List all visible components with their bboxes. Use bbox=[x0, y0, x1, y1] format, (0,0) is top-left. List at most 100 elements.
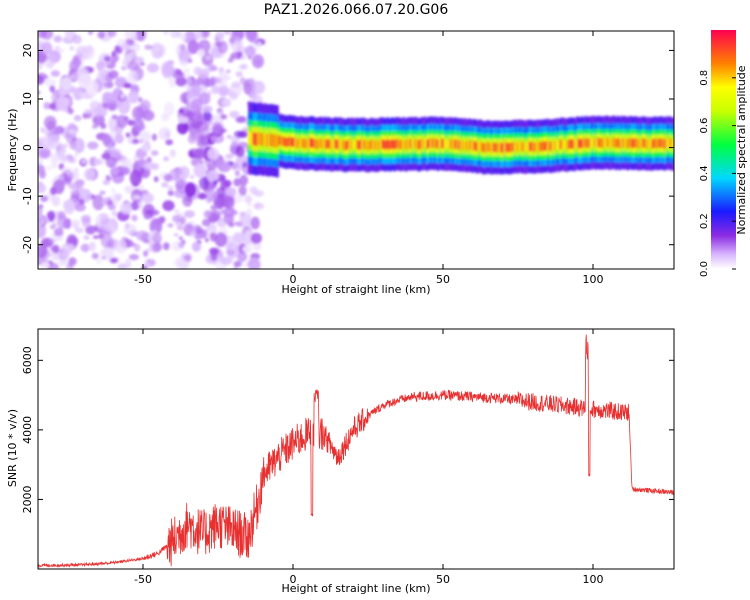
noise-blob bbox=[153, 176, 159, 183]
noise-blob bbox=[124, 185, 134, 194]
spectrogram-frame bbox=[37, 30, 675, 270]
tone-cell bbox=[627, 138, 630, 149]
noise-blob bbox=[38, 91, 41, 94]
noise-blob bbox=[218, 90, 227, 97]
noise-blob bbox=[197, 192, 208, 200]
noise-blob bbox=[176, 69, 183, 76]
tone-cell bbox=[397, 139, 400, 149]
noise-blob bbox=[163, 174, 173, 182]
noise-blob bbox=[101, 152, 111, 160]
tone-cell bbox=[356, 139, 359, 150]
noise-blob bbox=[193, 163, 207, 178]
tone-cell bbox=[399, 139, 402, 150]
noise-blob bbox=[133, 195, 142, 200]
tone-cell bbox=[444, 139, 447, 149]
noise-blob bbox=[97, 70, 103, 75]
tone-cell bbox=[518, 141, 521, 152]
noise-blob bbox=[167, 190, 174, 196]
tone-cell bbox=[451, 139, 454, 150]
tone-cell bbox=[410, 139, 413, 149]
noise-blob bbox=[53, 179, 65, 195]
tone-cell bbox=[617, 137, 620, 148]
noise-blob bbox=[229, 91, 238, 100]
noise-blob bbox=[242, 162, 248, 168]
noise-blob bbox=[99, 212, 106, 221]
tone-cell bbox=[503, 142, 506, 152]
noise-blob bbox=[178, 236, 183, 241]
tone-cell bbox=[449, 139, 452, 149]
noise-blob bbox=[220, 114, 228, 120]
noise-blob bbox=[52, 223, 57, 229]
noise-blob bbox=[167, 185, 174, 191]
colorbar-scale bbox=[711, 30, 736, 269]
tone-cell bbox=[248, 131, 251, 145]
noise-blob bbox=[172, 214, 181, 223]
noise-blob bbox=[176, 31, 182, 38]
tone-cell bbox=[500, 142, 503, 153]
tone-cell bbox=[608, 138, 611, 149]
tone-cell bbox=[442, 138, 445, 149]
noise-blob bbox=[129, 169, 142, 187]
snr-series-line bbox=[38, 334, 674, 569]
noise-blob bbox=[108, 70, 119, 79]
noise-blob bbox=[117, 97, 131, 115]
noise-blob bbox=[103, 55, 111, 62]
noise-blob bbox=[59, 154, 70, 163]
tone-cell bbox=[629, 137, 632, 148]
tone-cell bbox=[654, 138, 657, 149]
tone-cell bbox=[640, 138, 643, 149]
noise-blob bbox=[40, 216, 51, 225]
spectrogram-panel: -50 0 50 100 -20 -10 0 10 20 Height of straight… bbox=[6, 30, 675, 296]
colorbar: 0.0 0.2 0.4 0.6 0.8 Normalized spectral ampl… bbox=[699, 30, 748, 277]
tone-cell bbox=[584, 137, 587, 148]
noise-blob bbox=[139, 62, 145, 66]
noise-blob bbox=[73, 35, 82, 44]
noise-blob bbox=[194, 233, 203, 240]
tone-cell bbox=[456, 139, 459, 150]
tone-cell bbox=[402, 138, 405, 149]
noise-blob bbox=[226, 134, 232, 139]
tone-cell bbox=[530, 141, 533, 152]
tone-cell bbox=[435, 138, 438, 149]
noise-blob bbox=[125, 132, 131, 138]
noise-blob bbox=[226, 242, 239, 259]
noise-blob bbox=[83, 168, 96, 181]
noise-blob bbox=[118, 91, 124, 95]
tone-cell bbox=[293, 137, 296, 148]
tone-cell bbox=[447, 139, 450, 149]
tone-cell bbox=[633, 138, 636, 149]
tone-cell bbox=[622, 138, 625, 148]
noise-blob bbox=[102, 91, 114, 103]
noise-blob bbox=[209, 247, 220, 255]
noise-blob bbox=[230, 51, 243, 60]
noise-blob bbox=[146, 248, 151, 253]
noise-blob bbox=[176, 224, 184, 231]
noise-blob bbox=[219, 256, 233, 265]
colorbar-tick-label: 0.8 bbox=[699, 70, 710, 86]
tone-cell bbox=[474, 141, 477, 151]
tone-cell bbox=[307, 138, 310, 149]
tone-cell bbox=[375, 140, 378, 151]
noise-blob bbox=[43, 102, 51, 110]
noise-blob bbox=[218, 69, 227, 80]
tone-cell bbox=[554, 140, 557, 151]
noise-blob bbox=[191, 84, 201, 96]
noise-blob bbox=[49, 85, 55, 93]
y-tick-label: 4000 bbox=[21, 416, 34, 444]
tone-cell bbox=[393, 139, 396, 150]
noise-blob bbox=[203, 131, 209, 135]
tone-cell bbox=[302, 138, 305, 149]
tone-cell bbox=[332, 139, 335, 150]
noise-blob bbox=[190, 98, 203, 113]
noise-blob bbox=[229, 55, 234, 61]
noise-blob bbox=[144, 44, 153, 50]
tone-cell bbox=[593, 137, 596, 148]
noise-blob bbox=[235, 116, 247, 124]
noise-blob bbox=[124, 54, 132, 62]
tone-cell bbox=[419, 139, 422, 150]
noise-blob bbox=[184, 182, 197, 198]
noise-blob bbox=[85, 225, 96, 235]
noise-blob bbox=[80, 214, 91, 223]
x-tick-label: 100 bbox=[583, 273, 604, 286]
